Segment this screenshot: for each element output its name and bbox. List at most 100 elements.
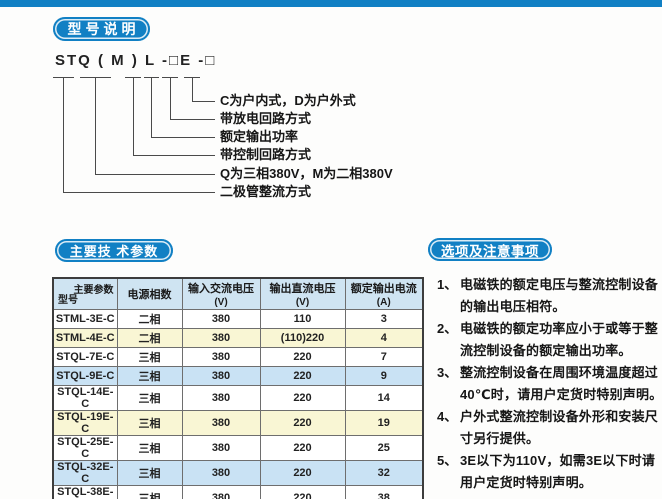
params-table: 主要参数 型号 电源相数 输入交流电压 (V) 输出直流电压 (V) 额定输出电… <box>52 277 424 499</box>
col-header-unit: (V) <box>295 297 310 308</box>
section-badge-params: 主要技 术参数 <box>55 239 173 262</box>
corner-label-model: 型号 <box>58 295 78 306</box>
note-item: 5、 3E以下为110V，如需3E以下时请用户定货时特别声明。 <box>437 450 662 494</box>
cell-output-voltage: 220 <box>259 460 346 486</box>
cell-model: STQL-32E-C <box>52 460 118 486</box>
col-header-input-voltage: 输入交流电压 (V) <box>181 277 261 310</box>
note-text: 户外式整流控制设备外形和安装尺寸另行提供。 <box>460 409 659 446</box>
cell-rated-current: 38 <box>344 485 424 499</box>
cell-output-voltage: 220 <box>259 435 346 461</box>
diagram-label: 带控制回路方式 <box>220 147 312 162</box>
note-number: 4、 <box>437 409 458 424</box>
diagram-label: Q为三相380V，M为二相380V <box>220 166 393 181</box>
cell-model: STQL-38E-C <box>52 485 118 499</box>
connector-line <box>170 119 215 120</box>
cell-input-voltage: 380 <box>181 485 261 499</box>
cell-output-voltage: 220 <box>259 485 346 499</box>
cell-phase: 二相 <box>116 309 183 329</box>
cell-output-voltage: (110)220 <box>259 328 346 348</box>
cell-rated-current: 25 <box>344 435 424 461</box>
cell-phase: 三相 <box>116 460 183 486</box>
section-title-model: 型号说明 <box>67 21 140 37</box>
table-row: STQL-32E-C 三相 380 220 32 <box>52 460 424 486</box>
connector-line <box>151 137 215 138</box>
cell-model: STQL-14E-C <box>52 385 118 411</box>
col-header-output-voltage: 输出直流电压 (V) <box>259 277 346 310</box>
table-row: STQL-7E-C 三相 380 220 7 <box>52 347 424 367</box>
params-table-body: STML-3E-C 二相 380 110 3 STML-4E-C 二相 380 (110)220… <box>52 309 424 499</box>
diagram-label: C为户内式，D为户外式 <box>220 93 356 108</box>
cell-output-voltage: 220 <box>259 410 346 436</box>
corner-cell: 主要参数 型号 <box>52 277 118 310</box>
connector-line <box>63 77 64 192</box>
cell-phase: 二相 <box>116 328 183 348</box>
connector-line <box>192 77 193 101</box>
col-header-phase: 电源相数 <box>116 277 183 310</box>
note-text: 电磁铁的额定电压与整流控制设备的输出电压相符。 <box>460 277 659 314</box>
cell-input-voltage: 380 <box>181 460 261 486</box>
note-number: 5、 <box>437 453 458 468</box>
section-badge-model: 型号说明 <box>53 17 150 41</box>
cell-rated-current: 14 <box>344 385 424 411</box>
col-header-label: 输出直流电压 <box>269 283 336 295</box>
cell-output-voltage: 220 <box>259 385 346 411</box>
cell-input-voltage: 380 <box>181 435 261 461</box>
table-row: STQL-14E-C 三相 380 220 14 <box>52 385 424 411</box>
cell-phase: 三相 <box>116 410 183 436</box>
note-item: 4、 户外式整流控制设备外形和安装尺寸另行提供。 <box>437 406 662 450</box>
cell-model: STQL-25E-C <box>52 435 118 461</box>
cell-model: STQL-7E-C <box>52 347 118 367</box>
note-item: 3、 整流控制设备在周围环境温度超过40℃时，请用户定货时特别声明。 <box>437 362 662 406</box>
cell-input-voltage: 380 <box>181 410 261 436</box>
connector-line <box>133 77 134 155</box>
top-accent-bar <box>0 0 662 7</box>
section-title-options: 选项及注意事项 <box>441 243 539 259</box>
cell-input-voltage: 380 <box>181 385 261 411</box>
cell-input-voltage: 380 <box>181 347 261 367</box>
cell-input-voltage: 380 <box>181 328 261 348</box>
model-code: STQ ( M ) L -□E -□ <box>55 52 217 69</box>
note-number: 3、 <box>437 365 458 380</box>
cell-output-voltage: 220 <box>259 347 346 367</box>
note-number: 1、 <box>437 277 458 292</box>
diagram-label: 额定输出功率 <box>220 129 299 144</box>
cell-phase: 三相 <box>116 366 183 386</box>
cell-phase: 三相 <box>116 385 183 411</box>
cell-rated-current: 9 <box>344 366 424 386</box>
table-row: STQL-38E-C三相38022038 <box>52 485 424 499</box>
note-text: 整流控制设备在周围环境温度超过40℃时，请用户定货时特别声明。 <box>460 365 662 402</box>
cell-rated-current: 32 <box>344 460 424 486</box>
cell-rated-current: 3 <box>344 309 424 329</box>
col-header-label: 输入交流电压 <box>188 283 254 295</box>
diagram-label: 二极管整流方式 <box>220 184 312 199</box>
cell-input-voltage: 380 <box>181 366 261 386</box>
connector-line <box>63 192 215 193</box>
connector-line <box>133 155 215 156</box>
connector-line <box>95 174 215 175</box>
cell-model: STML-4E-C <box>52 328 118 348</box>
table-row: STQL-9E-C 三相 380 220 9 <box>52 366 424 386</box>
note-text: 3E以下为110V，如需3E以下时请用户定货时特别声明。 <box>460 453 656 490</box>
note-item: 1、 电磁铁的额定电压与整流控制设备的输出电压相符。 <box>437 274 662 318</box>
section-badge-options: 选项及注意事项 <box>428 238 552 261</box>
cell-rated-current: 19 <box>344 410 424 436</box>
table-header-row: 主要参数 型号 电源相数 输入交流电压 (V) 输出直流电压 (V) 额定输出电… <box>52 277 424 310</box>
cell-rated-current: 7 <box>344 347 424 367</box>
cell-model: STQL-19E-C <box>52 410 118 436</box>
cell-model: STML-3E-C <box>52 309 118 329</box>
col-header-unit: (V) <box>214 297 228 308</box>
cell-phase: 三相 <box>116 347 183 367</box>
cell-model: STQL-9E-C <box>52 366 118 386</box>
note-text: 电磁铁的额定功率应小于或等于整流控制设备的额定输出功率。 <box>460 321 659 358</box>
note-number: 2、 <box>437 321 458 336</box>
connector-line <box>192 101 215 102</box>
connector-line <box>151 77 152 137</box>
section-title-params: 主要技 术参数 <box>69 244 159 259</box>
connector-line <box>95 77 96 174</box>
col-header-label: 额定输出电流 <box>350 283 417 295</box>
col-header-rated-current: 额定输出电流 (A) <box>344 277 424 310</box>
table-row: STML-4E-C 二相 380 (110)220 4 <box>52 328 424 348</box>
table-row: STQL-25E-C 三相 380 220 25 <box>52 435 424 461</box>
cell-output-voltage: 220 <box>259 366 346 386</box>
